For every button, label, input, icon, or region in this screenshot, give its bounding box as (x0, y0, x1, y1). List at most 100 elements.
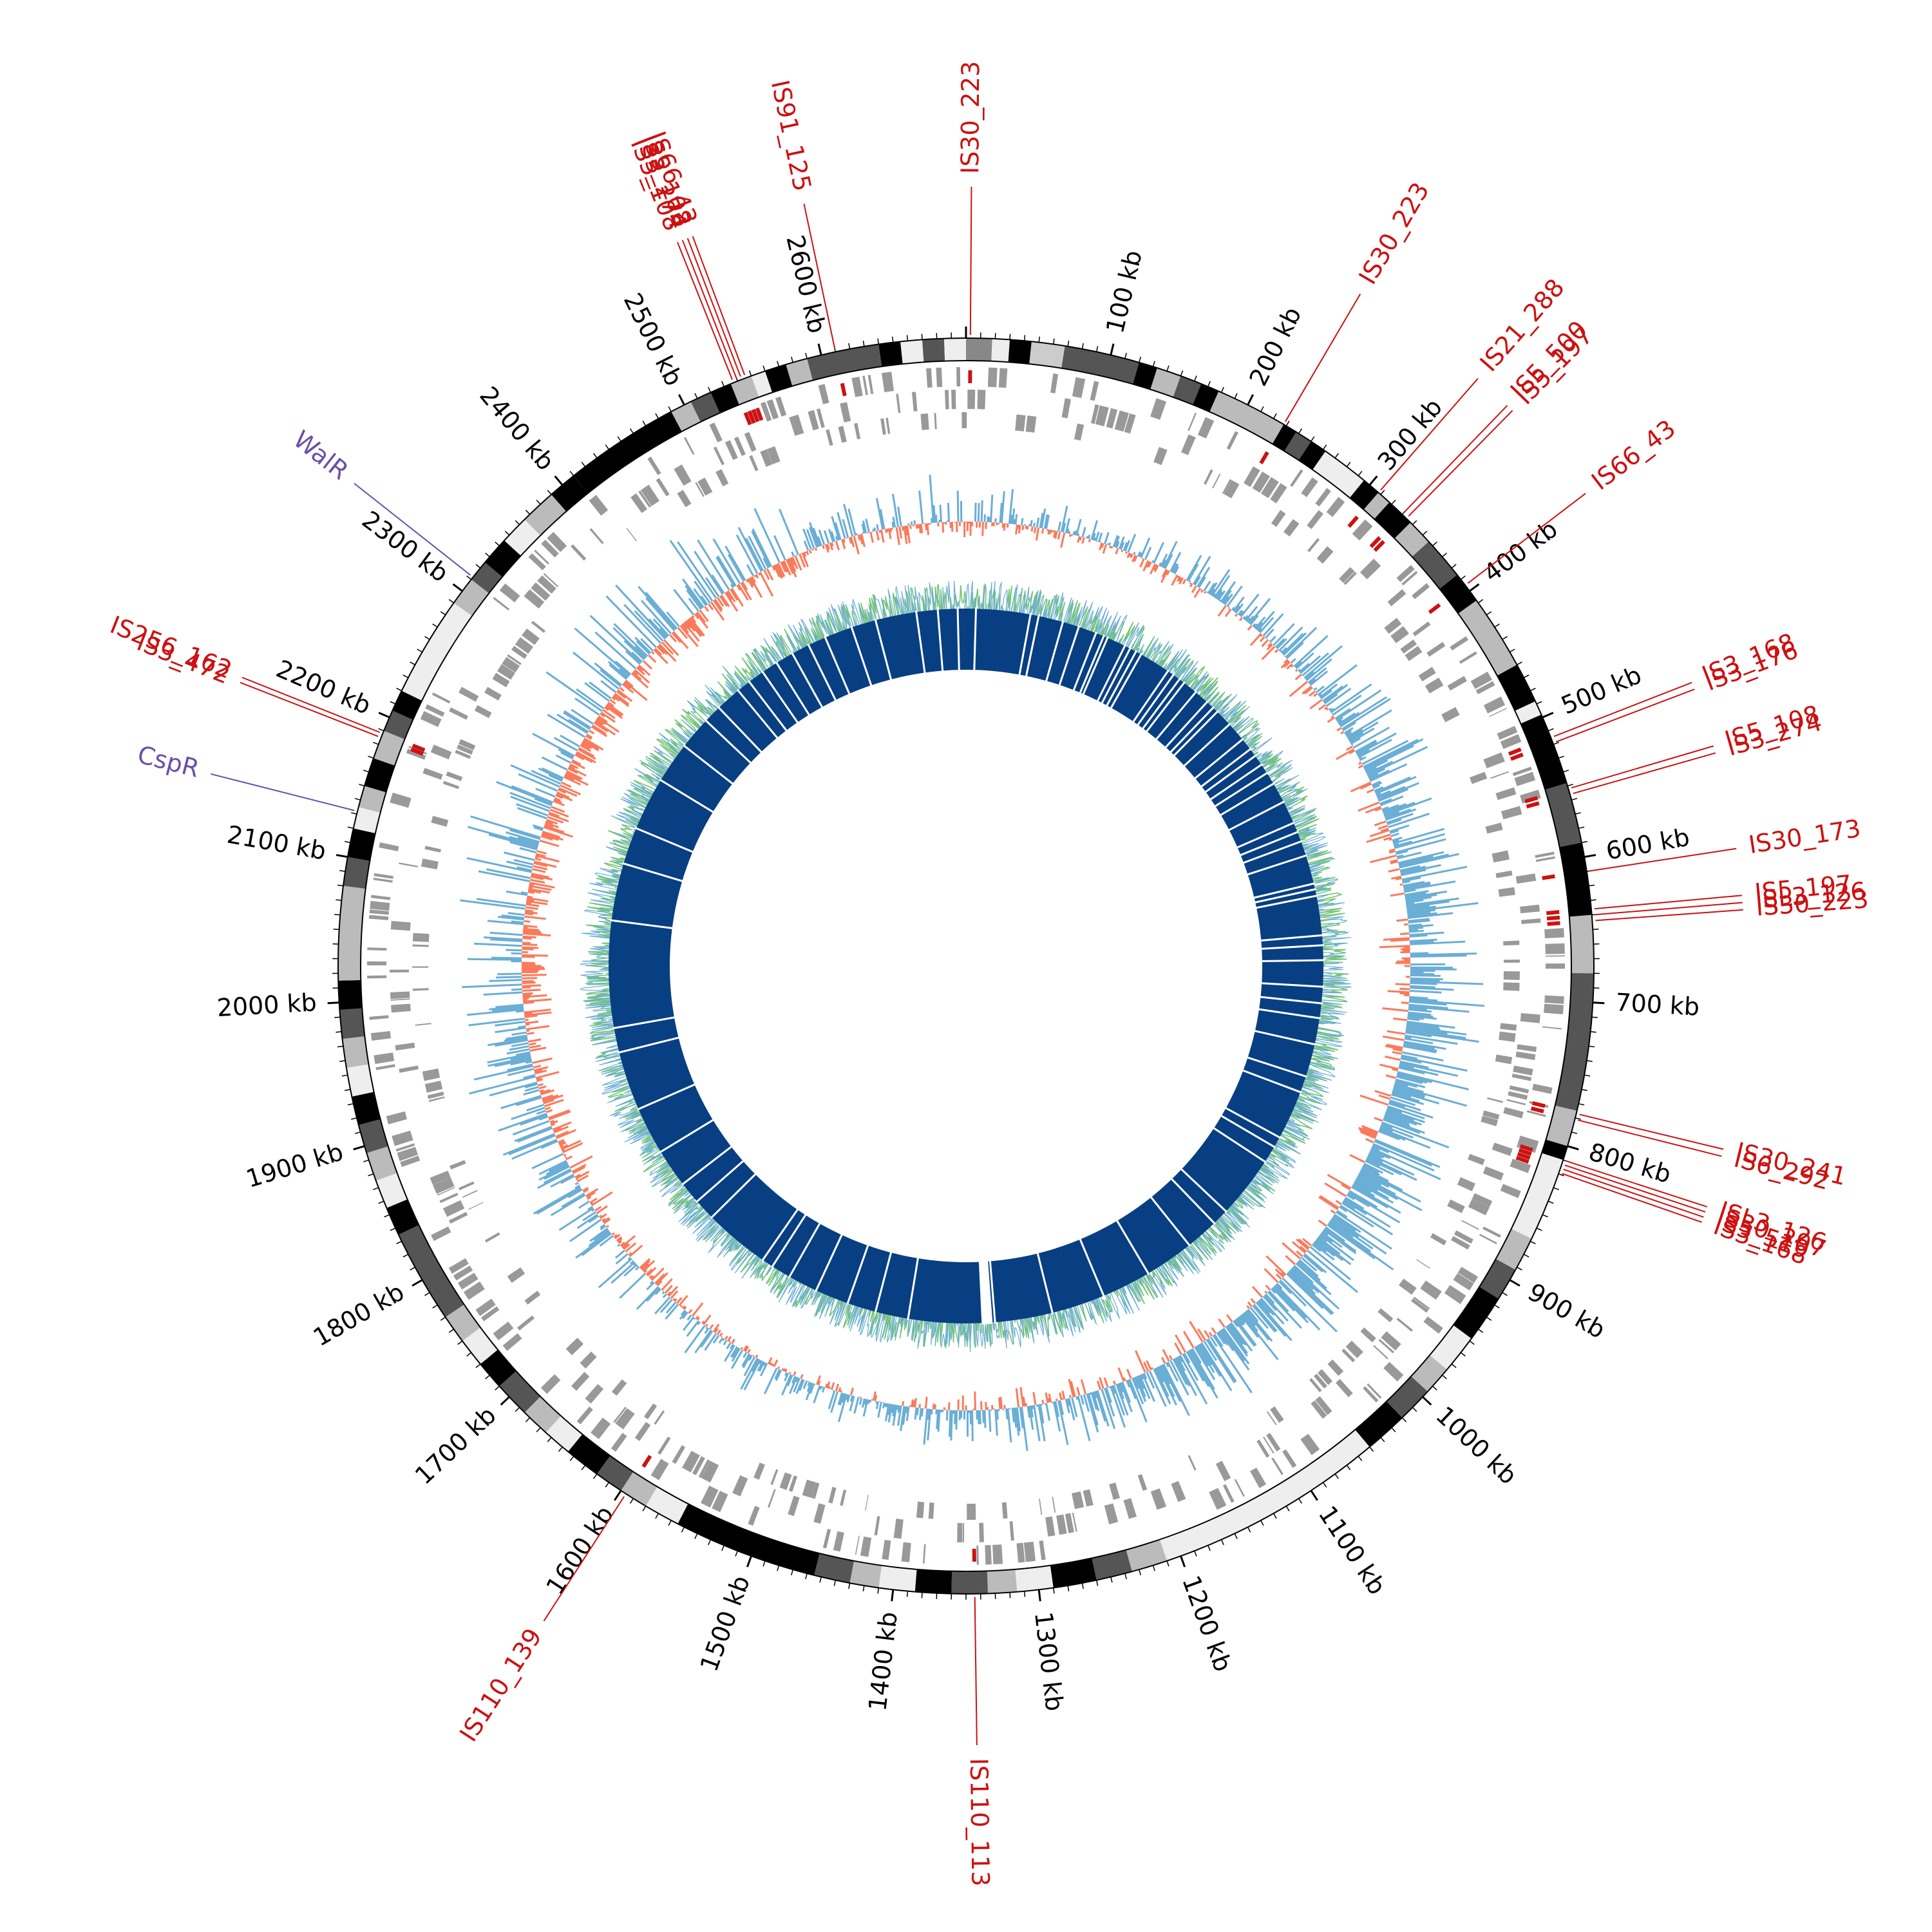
gc-skew-bar (1318, 704, 1327, 711)
gene-feature (1450, 636, 1469, 650)
gc-skew-bar (876, 524, 880, 531)
gc-skew-bar (1405, 892, 1426, 898)
gc-skew-bar (1259, 616, 1274, 634)
gene-feature (1222, 1484, 1235, 1503)
gc-skew-bar (605, 705, 623, 719)
gene-feature (1515, 873, 1537, 884)
gc-skew-bar (1388, 1102, 1434, 1119)
gc-skew-bar (777, 563, 786, 577)
gene-feature (1181, 434, 1196, 455)
gc-skew-bar (1388, 1101, 1406, 1108)
gc-skew-bar (615, 1253, 629, 1265)
gc-skew-bar (869, 1399, 872, 1403)
gc-skew-bar (1287, 1271, 1333, 1316)
minor-tick (1298, 1498, 1303, 1504)
gc-skew-bar (1327, 1222, 1394, 1271)
gc-skew-bar (858, 1397, 863, 1405)
gc-skew-bar (1213, 574, 1231, 598)
minor-tick (334, 914, 341, 916)
gc-skew-bar (605, 595, 658, 649)
minor-tick (762, 365, 766, 372)
gene-feature (1383, 1361, 1404, 1382)
synteny-gap (681, 1145, 734, 1186)
chromosome-band (1520, 714, 1567, 790)
gc-skew-bar (563, 712, 591, 730)
gc-skew-bar (658, 644, 668, 656)
gc-skew-bar (589, 730, 595, 735)
gene-feature (1495, 1054, 1513, 1065)
gc-skew-bar (1218, 1318, 1226, 1328)
chromosome-band (1479, 1258, 1516, 1299)
minor-tick (345, 840, 351, 844)
gc-skew-bar (522, 954, 549, 957)
gene-feature (474, 705, 492, 719)
gc-skew-bar (604, 706, 609, 711)
minor-tick (593, 453, 598, 459)
gc-skew-bar (1137, 551, 1141, 557)
gene-feature (1009, 1520, 1014, 1541)
gc-skew-bar (887, 1403, 892, 1416)
minor-tick (1558, 1173, 1564, 1177)
gene-feature (1270, 483, 1287, 504)
gc-skew-bar (1290, 658, 1296, 664)
gc-skew-bar (816, 1375, 821, 1385)
gene-feature (1252, 471, 1271, 493)
gene-feature (371, 895, 391, 900)
gc-skew-bar (795, 1377, 799, 1383)
scale-label: 1500 kb (695, 1572, 755, 1676)
gc-skew-bar (757, 572, 761, 576)
gene-feature (571, 544, 587, 561)
gc-skew-bar (1386, 813, 1414, 824)
minor-tick (1220, 1539, 1224, 1546)
gene-feature (1212, 473, 1221, 489)
gene-feature (1459, 651, 1477, 664)
gc-skew-bar (1090, 1392, 1098, 1410)
gc-skew-bar (697, 539, 730, 591)
gc-skew-bar (1170, 1359, 1189, 1396)
gc-skew-bar (538, 1164, 569, 1181)
gc-skew-bar (1307, 1249, 1359, 1293)
gc-skew-bar (1235, 1318, 1257, 1346)
synteny-gap (1239, 830, 1300, 857)
gc-skew-bar (905, 1406, 909, 1414)
major-tick (1180, 1555, 1186, 1567)
gene-feature (712, 1490, 728, 1512)
gc-skew-bar (469, 1075, 536, 1095)
gc-skew-bar (897, 1405, 902, 1426)
gc-skew-bar (1332, 1216, 1387, 1255)
synteny-gap (717, 706, 763, 754)
chromosome-band (1453, 1287, 1499, 1339)
minor-tick (1477, 1329, 1484, 1333)
gc-skew-bar (524, 1014, 538, 1018)
gc-skew-bar (507, 912, 525, 916)
gc-skew-bar (1059, 1400, 1065, 1416)
gc-skew-bar (553, 1126, 569, 1133)
gc-skew-bar (628, 1252, 632, 1256)
gc-skew-bar (616, 690, 627, 699)
gc-skew-bar (1388, 812, 1430, 828)
gc-skew-bar (1045, 1403, 1051, 1421)
gc-skew-bar (605, 704, 623, 717)
gene-feature (1271, 1457, 1283, 1475)
gene-feature (1301, 477, 1318, 497)
gc-skew-bar (600, 668, 621, 687)
gc-skew-bar (623, 1244, 630, 1250)
gc-skew-bar (613, 1234, 618, 1238)
gc-skew-bar (1207, 582, 1216, 594)
gc-skew-bar (574, 1184, 580, 1189)
minor-tick (1584, 1074, 1591, 1077)
gc-skew-bar (824, 1383, 828, 1388)
gc-skew-bar (1323, 1227, 1357, 1253)
gc-skew-bar (999, 1396, 1003, 1409)
chromosome-band (373, 730, 405, 766)
gc-skew-bar (524, 920, 531, 923)
scale-label: 400 kb (1478, 515, 1562, 587)
gene-feature (373, 877, 393, 883)
chromosome-band (991, 338, 1010, 363)
gc-skew-bar (1068, 531, 1071, 535)
gc-content-line-alt (579, 580, 1352, 1352)
chromosome-band (338, 980, 363, 1010)
gc-skew-bar (1143, 1361, 1150, 1372)
gc-skew-bar (906, 525, 911, 544)
gene-feature (922, 1544, 926, 1564)
